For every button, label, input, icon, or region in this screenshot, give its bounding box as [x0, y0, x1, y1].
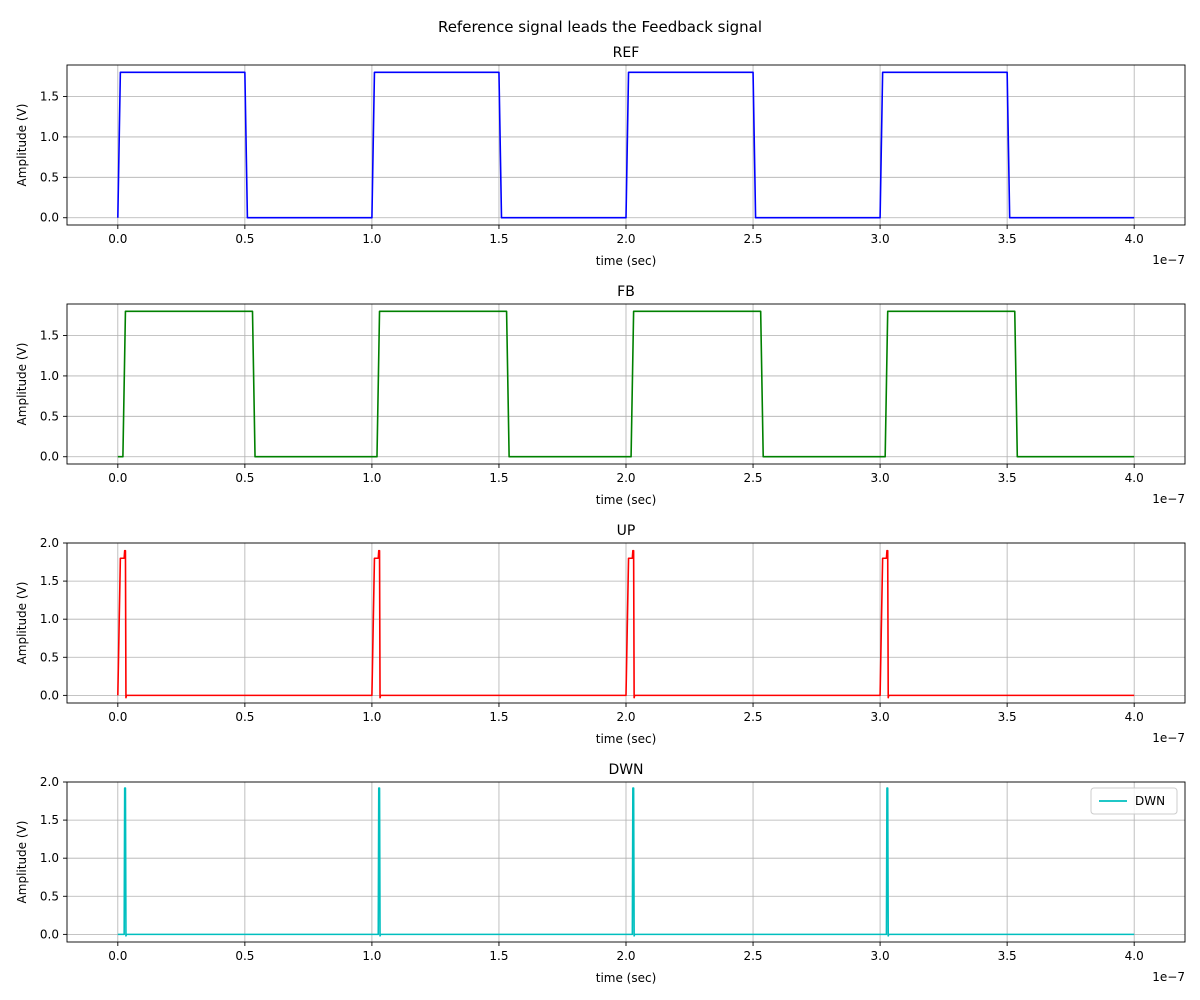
- x-tick-label: 2.5: [743, 949, 762, 963]
- subplots: 0.0 0.5 1.0 1.5 2.0 2.5 3.0 3.5 4.0 0.0 0.5 1.0 1.5 R…: [15, 45, 1186, 985]
- x-tick-label: 3.5: [998, 232, 1017, 246]
- y-axis-label: Amplitude (V): [15, 821, 29, 904]
- x-exponent-label: 1e−7: [1152, 970, 1185, 984]
- x-tick-label: 3.0: [871, 232, 890, 246]
- y-tick-label: 0.5: [40, 889, 59, 903]
- x-axis-label: time (sec): [596, 254, 657, 268]
- y-axis-label: Amplitude (V): [15, 104, 29, 187]
- series-line-fb: [117, 310, 1135, 458]
- x-tick-label: 3.5: [998, 471, 1017, 485]
- x-tick-label: 3.0: [871, 710, 890, 724]
- y-tick-label: 0.0: [40, 927, 59, 941]
- y-tick-label: 0.0: [40, 688, 59, 702]
- x-tick-label: 2.0: [616, 710, 635, 724]
- y-tick-label: 0.5: [40, 409, 59, 423]
- x-tick-label: 3.0: [871, 471, 890, 485]
- x-axis-label: time (sec): [596, 971, 657, 985]
- x-exponent-label: 1e−7: [1152, 492, 1185, 506]
- series-line-ref: [117, 71, 1135, 219]
- x-tick-label: 1.5: [489, 710, 508, 724]
- x-tick-label: 3.5: [998, 710, 1017, 724]
- legend-label: DWN: [1135, 794, 1165, 808]
- x-tick-label: 2.5: [743, 710, 762, 724]
- x-tick-label: 0.0: [108, 949, 127, 963]
- x-tick-label: 2.5: [743, 471, 762, 485]
- x-axis-label: time (sec): [596, 732, 657, 746]
- y-tick-label: 2.0: [40, 775, 59, 789]
- x-tick-label: 1.0: [362, 471, 381, 485]
- x-tick-label: 0.5: [235, 232, 254, 246]
- x-tick-label: 1.0: [362, 949, 381, 963]
- x-tick-label: 0.0: [108, 471, 127, 485]
- x-tick-label: 4.0: [1125, 471, 1144, 485]
- y-tick-label: 1.5: [40, 574, 59, 588]
- x-tick-label: 1.0: [362, 232, 381, 246]
- x-tick-label: 1.5: [489, 471, 508, 485]
- x-tick-label: 4.0: [1125, 232, 1144, 246]
- series-line-dwn: [117, 787, 1135, 937]
- x-tick-label: 2.5: [743, 232, 762, 246]
- y-tick-label: 1.5: [40, 90, 59, 104]
- x-tick-label: 2.0: [616, 232, 635, 246]
- y-tick-label: 1.0: [40, 612, 59, 626]
- x-exponent-label: 1e−7: [1152, 253, 1185, 267]
- series-line-up: [117, 549, 1135, 699]
- y-tick-label: 1.0: [40, 369, 59, 383]
- subplot-ref: 0.0 0.5 1.0 1.5 2.0 2.5 3.0 3.5 4.0 0.0 0.5 1.0 1.5 R…: [15, 45, 1186, 268]
- y-tick-label: 0.0: [40, 211, 59, 225]
- legend-box: [1090, 787, 1178, 815]
- x-tick-label: 3.5: [998, 949, 1017, 963]
- x-tick-label: 0.5: [235, 471, 254, 485]
- subplot-fb: 0.0 0.5 1.0 1.5 2.0 2.5 3.0 3.5 4.0 0.0 0.5 1.0 1.5 F…: [15, 284, 1186, 507]
- subplot-title: FB: [617, 284, 635, 300]
- x-tick-label: 4.0: [1125, 710, 1144, 724]
- y-tick-label: 2.0: [40, 536, 59, 550]
- legend: DWN: [1090, 787, 1178, 815]
- y-tick-label: 0.5: [40, 650, 59, 664]
- x-tick-label: 2.0: [616, 949, 635, 963]
- x-axis-label: time (sec): [596, 493, 657, 507]
- figure-suptitle: Reference signal leads the Feedback sign…: [438, 18, 762, 36]
- y-tick-label: 1.5: [40, 813, 59, 827]
- x-tick-label: 1.5: [489, 949, 508, 963]
- x-tick-label: 4.0: [1125, 949, 1144, 963]
- y-tick-label: 0.0: [40, 450, 59, 464]
- y-tick-label: 1.0: [40, 851, 59, 865]
- x-tick-label: 0.0: [108, 232, 127, 246]
- x-tick-label: 0.5: [235, 710, 254, 724]
- y-axis-label: Amplitude (V): [15, 582, 29, 665]
- x-tick-label: 3.0: [871, 949, 890, 963]
- subplot-title: REF: [613, 45, 640, 61]
- y-axis-label: Amplitude (V): [15, 343, 29, 426]
- x-tick-label: 1.5: [489, 232, 508, 246]
- subplot-dwn: 0.0 0.5 1.0 1.5 2.0 2.5 3.0 3.5 4.0 0.0 0.5 1.0 1.5 2…: [15, 762, 1186, 985]
- subplot-title: DWN: [608, 762, 643, 778]
- y-tick-label: 0.5: [40, 170, 59, 184]
- x-tick-label: 2.0: [616, 471, 635, 485]
- y-tick-label: 1.0: [40, 130, 59, 144]
- y-tick-label: 1.5: [40, 329, 59, 343]
- x-tick-label: 0.0: [108, 710, 127, 724]
- x-exponent-label: 1e−7: [1152, 731, 1185, 745]
- subplot-title: UP: [617, 523, 636, 539]
- subplot-up: 0.0 0.5 1.0 1.5 2.0 2.5 3.0 3.5 4.0 0.0 0.5 1.0 1.5 2…: [15, 523, 1186, 746]
- x-tick-label: 0.5: [235, 949, 254, 963]
- x-tick-label: 1.0: [362, 710, 381, 724]
